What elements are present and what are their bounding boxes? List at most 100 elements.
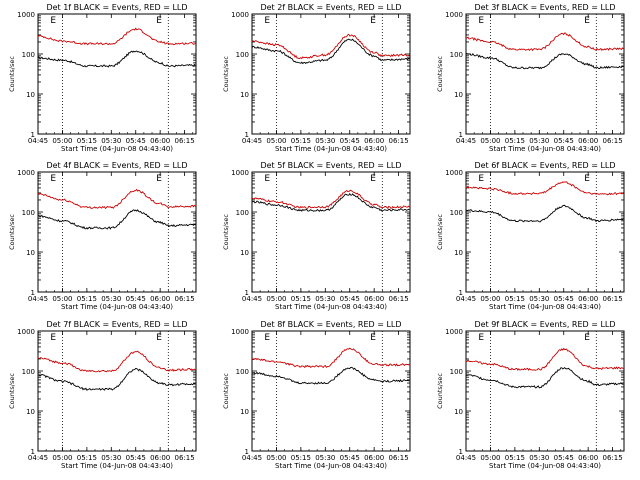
y-tick-label: 1 xyxy=(459,131,463,139)
x-axis-label: Start Time (04-Jun-08 04:43:40) xyxy=(489,303,601,311)
plot-frame xyxy=(37,330,197,452)
y-tick-label: 10 xyxy=(26,408,35,416)
y-tick-label: 100 xyxy=(236,368,249,376)
chart-panel-6: Det 6f BLACK = Events, RED = LLD 1 10 100 10… xyxy=(436,161,625,311)
y-tick-label: 1 xyxy=(459,289,463,297)
x-tick-label: 05:30 xyxy=(101,137,121,145)
x-tick-label: 05:15 xyxy=(505,454,525,462)
chart-title: Det 9f BLACK = Events, RED = LLD xyxy=(474,320,615,329)
event-marker-label: E xyxy=(370,16,376,26)
event-marker-label: E xyxy=(264,16,270,26)
plot-frame xyxy=(37,171,197,293)
y-tick-label: 1 xyxy=(245,131,249,139)
x-tick-label: 05:45 xyxy=(554,295,574,303)
chart-panel-8: Det 8f BLACK = Events, RED = LLD 1 10 100 10… xyxy=(222,320,411,470)
x-axis-label: Start Time (04-Jun-08 04:43:40) xyxy=(275,303,387,311)
x-tick-label: 05:30 xyxy=(315,295,335,303)
events-series-line xyxy=(251,366,410,385)
lld-series-line xyxy=(251,33,410,60)
y-tick-label: 1 xyxy=(245,289,249,297)
event-marker-label: E xyxy=(584,174,590,184)
x-tick-label: 05:45 xyxy=(126,295,146,303)
y-tick-label: 1000 xyxy=(231,11,249,19)
x-axis-label: Start Time (04-Jun-08 04:43:40) xyxy=(275,145,387,153)
y-tick-label: 1 xyxy=(245,448,249,456)
x-tick-label: 05:30 xyxy=(529,454,549,462)
plot-frame xyxy=(251,13,411,135)
y-axis-label: Counts/sec xyxy=(436,214,444,250)
chart-panel-7: Det 7f BLACK = Events, RED = LLD 1 10 100 10… xyxy=(8,320,197,470)
lld-series-line xyxy=(37,188,196,210)
x-tick-label: 05:00 xyxy=(480,454,500,462)
x-tick-label: 06:15 xyxy=(389,295,409,303)
x-tick-label: 06:00 xyxy=(578,454,598,462)
x-tick-label: 06:00 xyxy=(150,137,170,145)
x-tick-label: 06:00 xyxy=(150,454,170,462)
chart-panel-1: Det 1f BLACK = Events, RED = LLD 1 10 100 10… xyxy=(8,3,197,153)
y-tick-label: 1 xyxy=(31,131,35,139)
y-tick-label: 1000 xyxy=(445,11,463,19)
x-tick-label: 06:15 xyxy=(175,454,195,462)
x-tick-label: 06:15 xyxy=(389,137,409,145)
y-tick-label: 1000 xyxy=(17,328,35,336)
x-tick-label: 05:00 xyxy=(480,137,500,145)
events-series-line xyxy=(251,38,410,65)
x-tick-label: 06:00 xyxy=(578,137,598,145)
y-tick-label: 1000 xyxy=(17,169,35,177)
x-tick-label: 04:45 xyxy=(28,295,48,303)
event-marker-label: E xyxy=(264,174,270,184)
lld-series-line xyxy=(251,189,410,210)
plot-frame xyxy=(465,171,625,293)
y-tick-label: 100 xyxy=(450,209,463,217)
x-tick-label: 05:00 xyxy=(480,295,500,303)
y-tick-label: 10 xyxy=(26,249,35,257)
x-tick-label: 06:00 xyxy=(364,295,384,303)
y-tick-label: 10 xyxy=(240,91,249,99)
x-tick-label: 05:15 xyxy=(77,295,97,303)
chart-title: Det 3f BLACK = Events, RED = LLD xyxy=(474,3,615,12)
plot-frame xyxy=(251,171,411,293)
y-axis-label: Counts/sec xyxy=(222,214,230,250)
events-series-line xyxy=(37,209,196,230)
x-tick-label: 05:45 xyxy=(340,295,360,303)
lld-series-line xyxy=(251,347,410,369)
x-tick-label: 04:45 xyxy=(242,454,262,462)
y-tick-label: 100 xyxy=(22,51,35,59)
chart-title: Det 5f BLACK = Events, RED = LLD xyxy=(260,161,401,170)
y-tick-label: 1000 xyxy=(231,169,249,177)
events-series-line xyxy=(465,204,624,223)
y-tick-label: 10 xyxy=(240,408,249,416)
x-axis-label: Start Time (04-Jun-08 04:43:40) xyxy=(61,145,173,153)
y-tick-label: 10 xyxy=(454,249,463,257)
event-marker-label: E xyxy=(50,333,56,343)
events-series-line xyxy=(465,52,624,70)
y-tick-label: 1000 xyxy=(445,328,463,336)
events-series-line xyxy=(37,367,196,391)
chart-title: Det 4f BLACK = Events, RED = LLD xyxy=(46,161,187,170)
x-axis-label: Start Time (04-Jun-08 04:43:40) xyxy=(61,462,173,470)
x-tick-label: 05:15 xyxy=(77,137,97,145)
y-tick-label: 1000 xyxy=(17,11,35,19)
chart-title: Det 6f BLACK = Events, RED = LLD xyxy=(474,161,615,170)
chart-panel-3: Det 3f BLACK = Events, RED = LLD 1 10 100 10… xyxy=(436,3,625,153)
event-marker-label: E xyxy=(584,16,590,26)
event-marker-label: E xyxy=(156,16,162,26)
x-tick-label: 06:15 xyxy=(603,295,623,303)
x-tick-label: 04:45 xyxy=(242,295,262,303)
x-tick-label: 04:45 xyxy=(28,454,48,462)
y-tick-label: 10 xyxy=(454,91,463,99)
event-marker-label: E xyxy=(584,333,590,343)
event-marker-label: E xyxy=(370,333,376,343)
x-tick-label: 05:45 xyxy=(554,454,574,462)
x-tick-label: 05:30 xyxy=(529,137,549,145)
x-tick-label: 04:45 xyxy=(456,295,476,303)
event-marker-label: E xyxy=(264,333,270,343)
x-tick-label: 05:30 xyxy=(315,137,335,145)
y-tick-label: 100 xyxy=(450,368,463,376)
y-axis-label: Counts/sec xyxy=(8,373,16,409)
chart-title: Det 1f BLACK = Events, RED = LLD xyxy=(46,3,187,12)
x-tick-label: 05:30 xyxy=(529,295,549,303)
y-tick-label: 10 xyxy=(26,91,35,99)
x-tick-label: 05:45 xyxy=(554,137,574,145)
